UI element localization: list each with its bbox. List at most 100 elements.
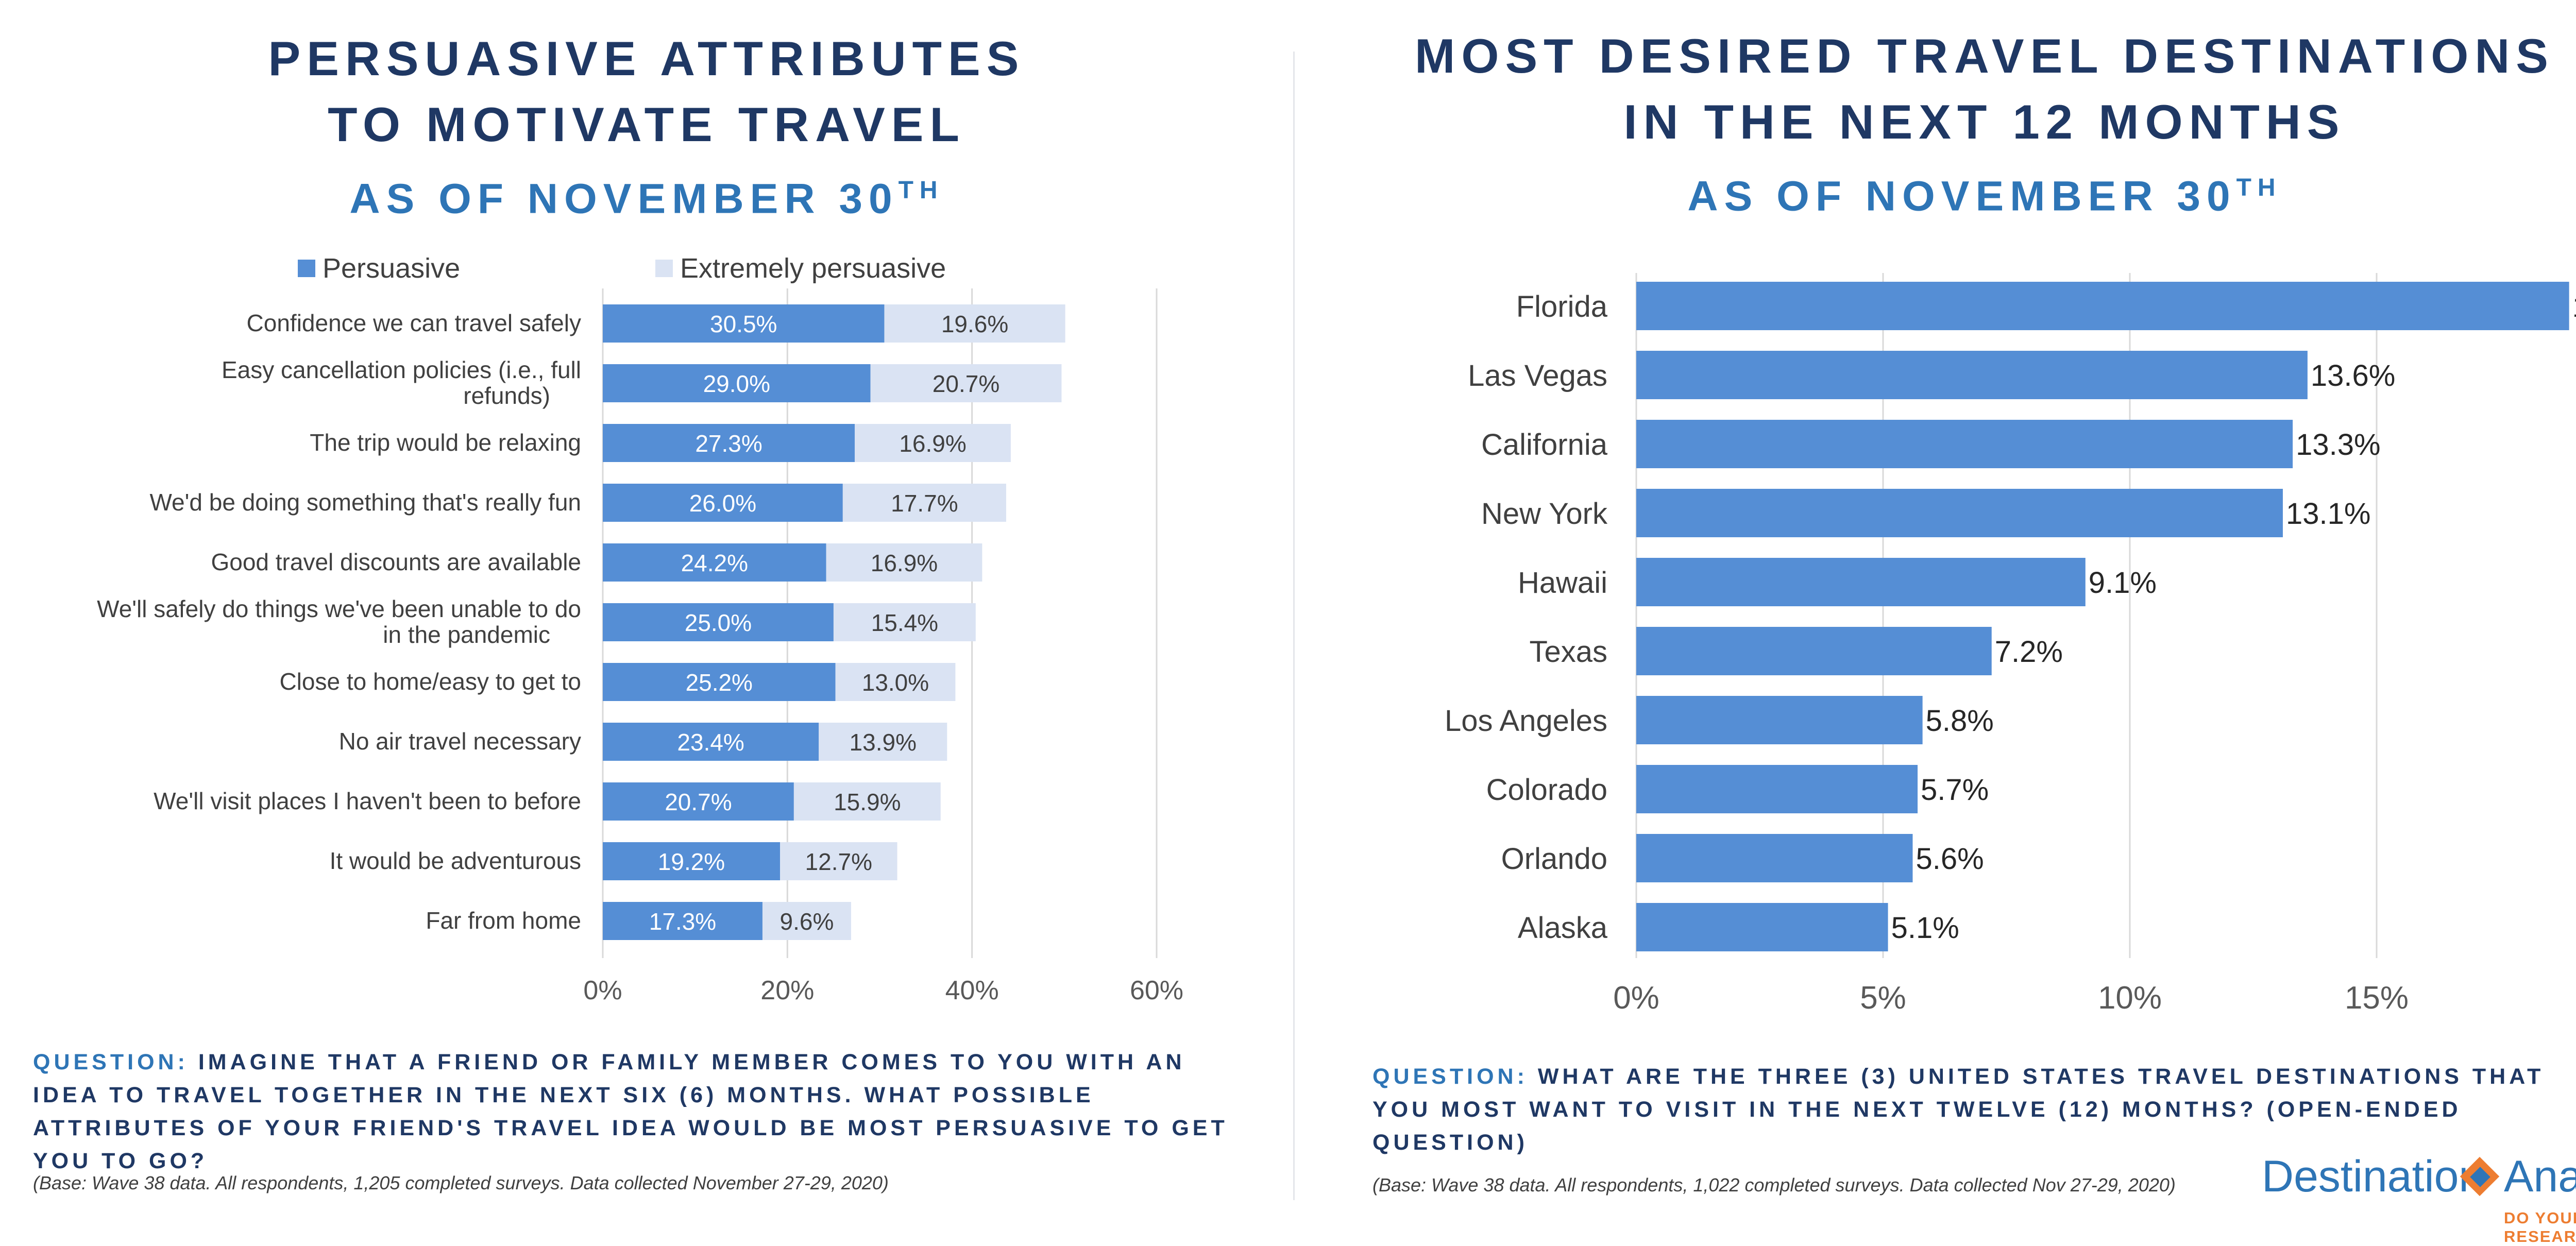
data-label-persuasive: 24.2% — [681, 550, 748, 576]
category-label-line: Close to home/easy to get to — [279, 668, 581, 695]
category-label: We'll safely do things we've been unable… — [97, 595, 581, 648]
bar-hawaii — [1636, 558, 2086, 606]
legend-label-extremely-persuasive: Extremely persuasive — [680, 253, 946, 284]
left-x-tick-label: 20% — [760, 976, 814, 1005]
left-subtitle-sup: TH — [898, 177, 944, 204]
data-label-extremely-persuasive: 13.9% — [850, 729, 917, 756]
left-title-line2: TO MOTIVATE TRAVEL — [328, 97, 965, 151]
bar-extremely-persuasive-easy-cancellation-policies-i-e-full-refunds — [870, 364, 1062, 402]
right-subtitle-sup: TH — [2236, 174, 2282, 201]
category-label: We'd be doing something that's really fu… — [149, 489, 581, 516]
destination-analysts-logo: Destination Analysts DO YOUR RESEARCH — [2262, 1151, 2576, 1245]
data-label-persuasive: 25.2% — [686, 669, 753, 696]
right-question-label: QUESTION: — [1372, 1064, 1528, 1089]
legend-persuasive: Persuasive — [298, 252, 460, 284]
data-label-extremely-persuasive: 19.6% — [941, 311, 1008, 337]
right-base-note: (Base: Wave 38 data. All respondents, 1,… — [1372, 1174, 2176, 1196]
bar-new-york — [1636, 489, 2283, 537]
bar-colorado — [1636, 765, 1918, 813]
data-label-persuasive: 25.0% — [685, 609, 752, 636]
data-label-extremely-persuasive: 16.9% — [899, 430, 966, 457]
bar-extremely-persuasive-confidence-we-can-travel-safely — [884, 304, 1065, 343]
right-question: QUESTION: WHAT ARE THE THREE (3) UNITED … — [1372, 1060, 2576, 1159]
left-x-tick-label: 0% — [583, 976, 622, 1005]
data-label-persuasive: 29.0% — [703, 370, 770, 397]
bar-persuasive-we-ll-visit-places-i-haven-t-been-to-before — [603, 782, 794, 821]
left-chart-title: PERSUASIVE ATTRIBUTES TO MOTIVATE TRAVEL… — [0, 26, 1293, 232]
category-label-line: refunds) — [463, 382, 550, 409]
data-label-extremely-persuasive: 12.7% — [805, 848, 872, 875]
category-label-line: in the pandemic — [383, 621, 550, 648]
category-label: We'll visit places I haven't been to bef… — [154, 788, 581, 814]
category-label-new-york: New York — [1481, 497, 1608, 531]
right-subtitle-text: AS OF NOVEMBER 30 — [1687, 173, 2236, 220]
right-chart-title: MOST DESIRED TRAVEL DESTINATIONS IN THE … — [1298, 23, 2576, 229]
right-title-line1: MOST DESIRED TRAVEL DESTINATIONS — [1415, 29, 2554, 83]
bar-california — [1636, 420, 2293, 468]
data-label-persuasive: 19.2% — [658, 848, 725, 875]
left-question-text: IMAGINE THAT A FRIEND OR FAMILY MEMBER C… — [33, 1050, 1228, 1173]
bar-extremely-persuasive-no-air-travel-necessary — [819, 723, 947, 761]
data-label-las-vegas: 13.6% — [2311, 359, 2395, 392]
data-label-extremely-persuasive: 15.9% — [834, 789, 901, 815]
category-label: Confidence we can travel safely — [247, 310, 581, 336]
category-label-texas: Texas — [1529, 635, 1607, 669]
bar-alaska — [1636, 903, 1888, 951]
right-x-tick-label: 15% — [2345, 980, 2409, 1016]
category-label: No air travel necessary — [339, 728, 581, 755]
bar-persuasive-confidence-we-can-travel-safely — [603, 304, 885, 343]
category-label-line: We'll safely do things we've been unable… — [97, 595, 581, 622]
category-label: The trip would be relaxing — [310, 429, 581, 456]
legend-label-persuasive: Persuasive — [323, 253, 461, 284]
bar-orlando — [1636, 834, 1913, 882]
category-label-florida: Florida — [1516, 290, 1608, 323]
category-label-los-angeles: Los Angeles — [1445, 704, 1607, 738]
bar-extremely-persuasive-we-d-be-doing-something-that-s-really-fun — [842, 484, 1006, 522]
data-label-extremely-persuasive: 9.6% — [780, 908, 834, 935]
bar-extremely-persuasive-far-from-home — [762, 902, 851, 940]
logo-word-analysts: Analysts — [2504, 1152, 2576, 1201]
bar-persuasive-we-d-be-doing-something-that-s-really-fun — [603, 484, 843, 522]
category-label-alaska: Alaska — [1518, 911, 1608, 945]
bar-persuasive-no-air-travel-necessary — [603, 723, 819, 761]
category-label-line: Easy cancellation policies (i.e., full — [222, 356, 581, 383]
data-label-persuasive: 23.4% — [677, 729, 744, 756]
bar-persuasive-we-ll-safely-do-things-we-ve-been-unable-to-do-in-the-pandemic — [603, 603, 834, 641]
legend-swatch-persuasive — [298, 259, 315, 277]
data-label-persuasive: 17.3% — [649, 908, 716, 935]
bar-persuasive-good-travel-discounts-are-available — [603, 543, 826, 582]
left-x-tick-label: 60% — [1130, 976, 1183, 1005]
category-label: It would be adventurous — [330, 847, 581, 874]
data-label-colorado: 5.7% — [1921, 773, 1989, 807]
bar-persuasive-far-from-home — [603, 902, 762, 940]
bar-los-angeles — [1636, 696, 1923, 744]
left-question-label: QUESTION: — [33, 1050, 189, 1074]
category-label: Close to home/easy to get to — [279, 668, 581, 695]
data-label-persuasive: 27.3% — [695, 430, 762, 457]
category-label-line: Confidence we can travel safely — [247, 310, 581, 336]
data-label-alaska: 5.1% — [1891, 911, 1959, 945]
right-chart-panel: MOST DESIRED TRAVEL DESTINATIONS IN THE … — [1298, 0, 2576, 1236]
right-x-tick-label: 10% — [2098, 980, 2162, 1016]
left-base-note: (Base: Wave 38 data. All respondents, 1,… — [33, 1172, 889, 1193]
bar-extremely-persuasive-it-would-be-adventurous — [780, 842, 897, 880]
data-label-los-angeles: 5.8% — [1926, 704, 1994, 738]
data-label-california: 13.3% — [2296, 428, 2380, 462]
data-label-extremely-persuasive: 20.7% — [933, 370, 999, 397]
data-label-extremely-persuasive: 15.4% — [871, 609, 938, 636]
data-label-orlando: 5.6% — [1916, 842, 1984, 876]
category-label-line: Far from home — [426, 907, 581, 934]
bar-extremely-persuasive-good-travel-discounts-are-available — [826, 543, 982, 582]
data-label-extremely-persuasive: 17.7% — [891, 490, 958, 517]
bar-florida — [1636, 282, 2569, 330]
legend-swatch-extremely-persuasive — [655, 259, 673, 277]
left-chart-panel: PERSUASIVE ATTRIBUTES TO MOTIVATE TRAVEL… — [0, 0, 1293, 1236]
logo-tagline: DO YOUR RESEARCH — [2504, 1209, 2576, 1245]
data-label-extremely-persuasive: 16.9% — [871, 550, 938, 576]
bar-persuasive-the-trip-would-be-relaxing — [603, 424, 855, 462]
right-title-line2: IN THE NEXT 12 MONTHS — [1623, 95, 2346, 149]
bar-extremely-persuasive-we-ll-safely-do-things-we-ve-been-unable-to-do-in-the-pandemic — [833, 603, 976, 641]
data-label-persuasive: 20.7% — [665, 789, 732, 815]
category-label: Good travel discounts are available — [211, 549, 581, 575]
